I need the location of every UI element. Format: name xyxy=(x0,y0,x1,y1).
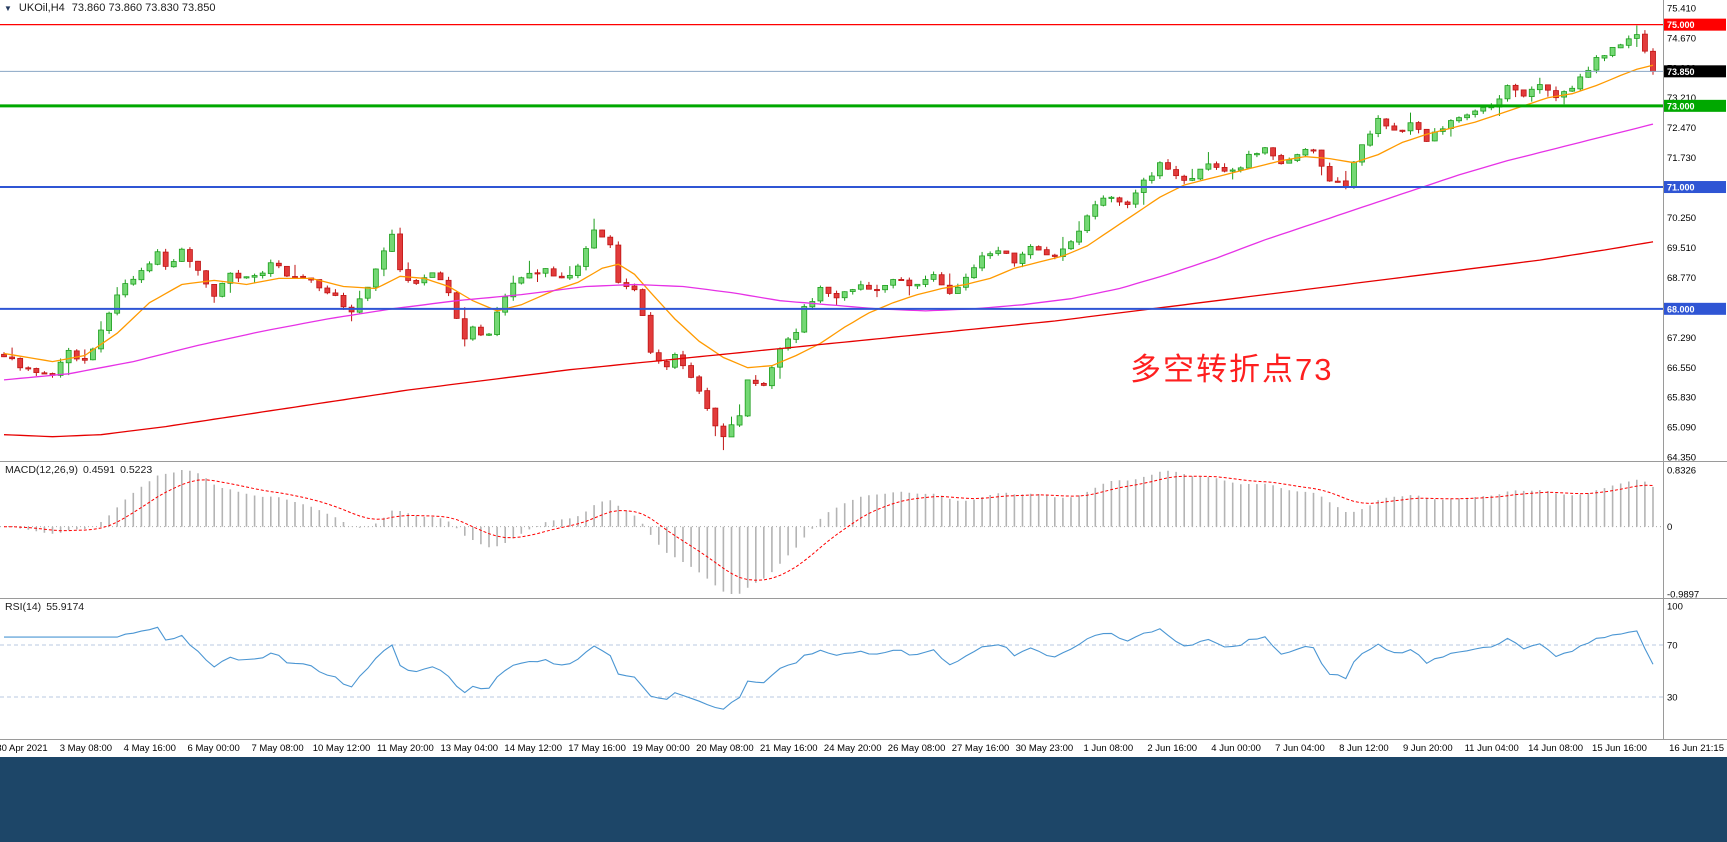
svg-text:0: 0 xyxy=(1667,522,1672,533)
svg-text:67.290: 67.290 xyxy=(1667,333,1696,344)
svg-text:17 May 16:00: 17 May 16:00 xyxy=(568,743,626,754)
svg-text:66.550: 66.550 xyxy=(1667,363,1696,374)
svg-text:21 May 16:00: 21 May 16:00 xyxy=(760,743,818,754)
symbol-info: ▼ UKOil,H4 73.860 73.860 73.830 73.850 xyxy=(4,2,216,14)
svg-text:73.210: 73.210 xyxy=(1667,93,1696,104)
svg-text:64.350: 64.350 xyxy=(1667,453,1696,464)
macd-name: MACD(12,26,9) xyxy=(5,464,78,476)
svg-text:30: 30 xyxy=(1667,693,1678,704)
svg-text:73.000: 73.000 xyxy=(1667,101,1695,111)
svg-text:24 May 20:00: 24 May 20:00 xyxy=(824,743,882,754)
ma-fast-line xyxy=(3,64,1654,369)
rsi-value: 55.9174 xyxy=(46,601,85,613)
svg-text:71.000: 71.000 xyxy=(1667,183,1695,193)
rsi-line xyxy=(4,626,1654,710)
rsi-panel: 100 70 30 xyxy=(0,602,1683,710)
svg-text:16 Jun 21:15: 16 Jun 21:15 xyxy=(1669,743,1724,754)
svg-text:70: 70 xyxy=(1667,641,1678,652)
macd-value-signal: 0.5223 xyxy=(120,464,153,476)
svg-text:74.670: 74.670 xyxy=(1667,34,1696,45)
ma-slow-line xyxy=(3,241,1654,438)
macd-panel: 0.8326 0 -0.9897 xyxy=(0,466,1699,601)
macd-signal-line xyxy=(4,475,1654,581)
svg-text:1 Jun 08:00: 1 Jun 08:00 xyxy=(1083,743,1133,754)
svg-text:13 May 04:00: 13 May 04:00 xyxy=(441,743,499,754)
svg-text:11 Jun 04:00: 11 Jun 04:00 xyxy=(1465,743,1519,754)
price-axis: 75.41074.67073.93073.21072.47071.73070.9… xyxy=(1664,4,1726,464)
svg-text:65.830: 65.830 xyxy=(1667,392,1696,403)
macd-histogram xyxy=(11,470,1654,594)
svg-text:70.250: 70.250 xyxy=(1667,213,1696,224)
svg-text:73.850: 73.850 xyxy=(1667,67,1695,77)
ma-mid-line xyxy=(3,123,1654,381)
svg-text:30 May 23:00: 30 May 23:00 xyxy=(1016,743,1074,754)
svg-text:9 Jun 20:00: 9 Jun 20:00 xyxy=(1403,743,1453,754)
svg-text:26 May 08:00: 26 May 08:00 xyxy=(888,743,946,754)
svg-text:20 May 08:00: 20 May 08:00 xyxy=(696,743,754,754)
macd-value-main: 0.4591 xyxy=(82,464,116,476)
svg-text:2 Jun 16:00: 2 Jun 16:00 xyxy=(1147,743,1197,754)
svg-text:100: 100 xyxy=(1667,602,1683,613)
svg-text:75.410: 75.410 xyxy=(1667,4,1696,15)
svg-text:71.730: 71.730 xyxy=(1667,153,1696,164)
svg-text:6 May 00:00: 6 May 00:00 xyxy=(188,743,240,754)
svg-text:8 Jun 12:00: 8 Jun 12:00 xyxy=(1339,743,1389,754)
svg-text:14 Jun 08:00: 14 Jun 08:00 xyxy=(1528,743,1583,754)
svg-text:15 Jun 16:00: 15 Jun 16:00 xyxy=(1592,743,1647,754)
panel-separators xyxy=(0,0,1727,740)
svg-text:72.470: 72.470 xyxy=(1667,123,1696,134)
svg-text:68.000: 68.000 xyxy=(1667,304,1695,314)
svg-text:-0.9897: -0.9897 xyxy=(1667,590,1699,601)
collapse-triangle-icon[interactable]: ▼ xyxy=(4,3,12,13)
candlestick-layer xyxy=(1,25,1656,451)
symbol-ohlc-values: 73.860 73.860 73.830 73.850 xyxy=(71,2,216,14)
svg-text:14 May 12:00: 14 May 12:00 xyxy=(504,743,562,754)
svg-text:4 Jun 00:00: 4 Jun 00:00 xyxy=(1211,743,1261,754)
svg-text:69.510: 69.510 xyxy=(1667,243,1696,254)
svg-text:19 May 00:00: 19 May 00:00 xyxy=(632,743,690,754)
chart-annotation-text[interactable]: 多空转折点73 xyxy=(1130,352,1334,387)
svg-text:30 Apr 2021: 30 Apr 2021 xyxy=(0,743,48,754)
svg-text:68.770: 68.770 xyxy=(1667,273,1696,284)
svg-text:3 May 08:00: 3 May 08:00 xyxy=(60,743,112,754)
svg-text:65.090: 65.090 xyxy=(1667,422,1696,433)
symbol-name: UKOil,H4 xyxy=(18,2,65,14)
macd-indicator-label: MACD(12,26,9) 0.4591 0.5223 xyxy=(5,464,157,476)
svg-text:11 May 20:00: 11 May 20:00 xyxy=(377,743,434,754)
rsi-name: RSI(14) xyxy=(5,601,42,613)
price-chart-canvas[interactable]: 75.41074.67073.93073.21072.47071.73070.9… xyxy=(0,0,1727,757)
svg-text:4 May 16:00: 4 May 16:00 xyxy=(124,743,176,754)
svg-text:75.000: 75.000 xyxy=(1667,20,1695,30)
svg-text:0.8326: 0.8326 xyxy=(1667,466,1696,477)
svg-text:7 May 08:00: 7 May 08:00 xyxy=(251,743,303,754)
time-axis: 30 Apr 2021 3 May 08:00 4 May 16:00 6 May 0… xyxy=(0,743,1724,754)
svg-text:10 May 12:00: 10 May 12:00 xyxy=(313,743,371,754)
svg-text:7 Jun 04:00: 7 Jun 04:00 xyxy=(1275,743,1325,754)
rsi-indicator-label: RSI(14) 55.9174 xyxy=(5,601,89,613)
svg-text:27 May 16:00: 27 May 16:00 xyxy=(952,743,1010,754)
bottom-panel xyxy=(0,757,1727,842)
horizontal-level-lines xyxy=(0,24,1663,310)
